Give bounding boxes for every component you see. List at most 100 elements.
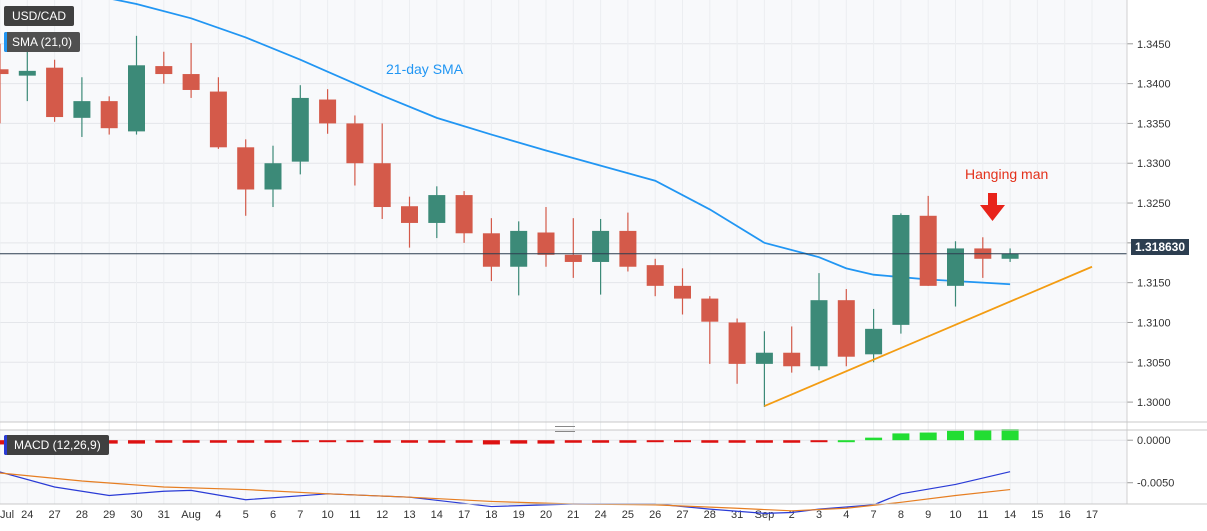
candle-body: [237, 147, 255, 190]
x-tick-label: 4: [215, 509, 221, 521]
x-tick-label: 17: [458, 509, 470, 521]
x-tick-label: 28: [704, 509, 716, 521]
x-tick-label: 14: [1004, 509, 1016, 521]
x-tick-label: 11: [349, 509, 360, 521]
macd-histogram-bar: [810, 440, 828, 443]
candle: [455, 191, 473, 243]
candle: [128, 35, 145, 135]
x-tick-label: 27: [48, 509, 60, 521]
macd-histogram-bar: [837, 440, 855, 443]
candle-body: [291, 97, 309, 162]
candle: [892, 213, 910, 334]
macd-histogram-bar: [619, 440, 637, 443]
candle-body: [319, 99, 337, 124]
candle: [100, 96, 118, 135]
x-tick-label: 14: [431, 509, 443, 521]
support-trendline: [764, 265, 1093, 407]
candle: [0, 43, 9, 124]
macd-histogram-bar: [346, 440, 364, 443]
candle: [728, 318, 746, 384]
candle-body: [373, 163, 391, 208]
candle: [919, 195, 937, 286]
candle-body: [537, 232, 555, 255]
macd-histogram-bar: [701, 440, 719, 443]
candle: [18, 45, 36, 102]
macd-histogram-bar: [482, 440, 500, 445]
candle-body: [128, 65, 145, 132]
macd-histogram-bar: [1001, 429, 1019, 441]
price-tick-label: 1.3100: [1137, 317, 1171, 329]
x-tick-label: 25: [622, 509, 634, 521]
candle: [346, 115, 364, 186]
current-price-tag: 1.318630: [1131, 239, 1189, 255]
candle-body: [783, 352, 801, 367]
x-tick-label: 10: [321, 509, 333, 521]
candle-body: [18, 70, 36, 76]
candles-layer: [0, 35, 1019, 407]
price-grid: [0, 0, 1127, 504]
price-tick-label: 1.3450: [1137, 39, 1171, 51]
candle-body: [728, 322, 746, 364]
candle: [755, 331, 773, 407]
candle-body: [919, 215, 937, 286]
macd-histogram-bar: [182, 440, 200, 443]
candle-body: [401, 206, 418, 223]
candle: [619, 212, 637, 272]
x-tick-label: 12: [376, 509, 388, 521]
candle-body: [1001, 253, 1019, 259]
candle: [155, 51, 173, 84]
candle-body: [46, 67, 64, 118]
candle-body: [810, 300, 828, 367]
candle-body: [865, 328, 883, 355]
x-tick-label: Sep: [755, 509, 775, 521]
candle: [209, 77, 227, 149]
x-tick-label: 15: [1031, 509, 1043, 521]
macd-indicator-label[interactable]: MACD (12,26,9): [4, 435, 109, 455]
candle-body: [619, 230, 637, 267]
candle: [237, 139, 255, 216]
candle-body: [701, 298, 719, 322]
x-tick-label: 19: [513, 509, 525, 521]
macd-tick-label: 0.0000: [1137, 435, 1171, 447]
pane-resize-handle[interactable]: [555, 426, 575, 432]
price-tick-label: 1.3150: [1137, 278, 1171, 290]
macd-histogram-bar: [264, 440, 282, 443]
candle: [837, 289, 855, 367]
candle: [646, 258, 664, 297]
x-tick-label: 13: [403, 509, 415, 521]
x-tick-label: 18: [485, 509, 497, 521]
macd-histogram-bar: [755, 440, 773, 443]
macd-histogram-bar: [974, 430, 992, 441]
candle: [564, 218, 582, 278]
macd-histogram-bar: [592, 440, 610, 443]
candle: [510, 221, 528, 296]
candle: [182, 42, 200, 98]
candle-body: [755, 352, 773, 364]
macd-y-axis: 0.0000 -0.0050: [1127, 435, 1174, 490]
candle: [401, 196, 418, 248]
macd-histogram-bar: [865, 437, 883, 441]
price-tick-label: 1.3400: [1137, 79, 1171, 91]
macd-histogram-bar: [401, 440, 418, 443]
x-tick-label: 24: [594, 509, 606, 521]
x-tick-label: 30: [130, 509, 142, 521]
macd-histogram-bar: [674, 440, 691, 443]
x-tick-label: 7: [871, 509, 877, 521]
symbol-label[interactable]: USD/CAD: [4, 6, 75, 26]
trendline-layer: [764, 265, 1093, 407]
macd-histogram-bar: [646, 440, 664, 443]
sma-annotation: 21-day SMA: [386, 61, 464, 77]
sma-indicator-label[interactable]: SMA (21,0): [4, 32, 81, 52]
macd-histogram-bar: [892, 433, 910, 441]
macd-histogram-bar: [428, 440, 446, 443]
candle-body: [564, 254, 582, 262]
price-tick-label: 1.3250: [1137, 198, 1171, 210]
macd-histogram-bar: [728, 440, 746, 443]
price-tick-label: 1.3350: [1137, 118, 1171, 130]
candle-body: [0, 69, 9, 75]
macd-histogram-bar: [128, 440, 145, 444]
price-tick-label: 1.3000: [1137, 397, 1171, 409]
x-tick-label: 7: [297, 509, 303, 521]
x-tick-label: 6: [270, 509, 276, 521]
